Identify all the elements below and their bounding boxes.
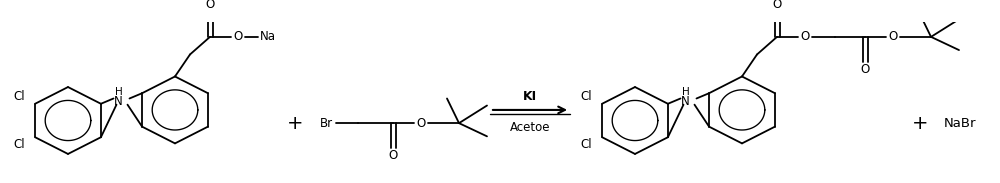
Text: O: O [205, 0, 215, 11]
Text: Na: Na [260, 30, 276, 43]
Text: +: + [912, 114, 928, 133]
Text: Acetoe: Acetoe [510, 121, 550, 134]
Text: H: H [682, 87, 689, 97]
Text: Cl: Cl [580, 90, 592, 103]
Text: O: O [388, 149, 398, 162]
Text: NaBr: NaBr [944, 117, 976, 130]
Text: O: O [888, 30, 898, 43]
Text: O: O [860, 63, 870, 76]
Text: N: N [681, 95, 690, 108]
Text: N: N [114, 95, 123, 108]
Text: H: H [115, 87, 122, 97]
Text: +: + [287, 114, 303, 133]
Text: O: O [416, 117, 426, 130]
Text: KI: KI [523, 90, 537, 103]
Text: O: O [772, 0, 782, 11]
Text: Cl: Cl [13, 138, 25, 151]
Text: O: O [800, 30, 810, 43]
Text: Cl: Cl [580, 138, 592, 151]
Text: O: O [233, 30, 243, 43]
Text: Cl: Cl [13, 90, 25, 103]
Text: Br: Br [320, 117, 333, 130]
